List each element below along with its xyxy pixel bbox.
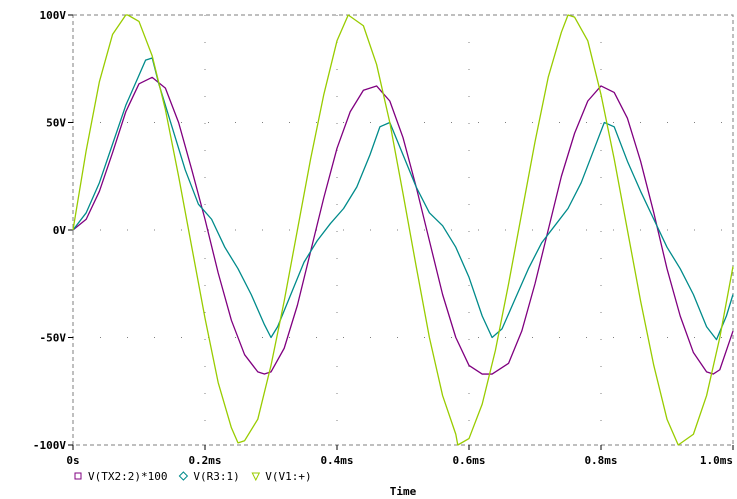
legend-marker [251,472,261,482]
x-tick-label: 1.0ms [700,454,733,467]
legend-label: V(R3:1) [193,470,239,483]
plot-frame [72,14,734,446]
x-tick-label: 0.8ms [584,454,617,467]
y-tick-label: 50V [46,117,66,130]
x-tick-label: 0.4ms [320,454,353,467]
x-tick-label: 0.2ms [188,454,221,467]
x-tick-label: 0s [66,454,79,467]
legend-marker [178,471,189,481]
legend-marker [74,472,82,480]
series-line [72,57,734,341]
x-axis-label: Time [390,485,417,498]
series-line [72,14,734,446]
legend: V(TX2:2)*100 V(R3:1) V(V1:+) [74,470,312,483]
y-tick-label: -100V [33,439,66,452]
legend-label: V(V1:+) [265,470,311,483]
y-tick-label: 100V [40,9,67,22]
y-tick-label: 0V [53,224,67,237]
grid [73,15,733,445]
x-tick-label: 0.6ms [452,454,485,467]
legend-label: V(TX2:2)*100 [88,470,167,483]
series-line [72,76,734,375]
y-tick-label: -50V [40,332,67,345]
axis-ticks: 0s 0.2ms 0.4ms 0.6ms 0.8ms 1.0ms 100V 50V 0V -50V… [33,9,734,467]
series-lines [72,14,734,446]
